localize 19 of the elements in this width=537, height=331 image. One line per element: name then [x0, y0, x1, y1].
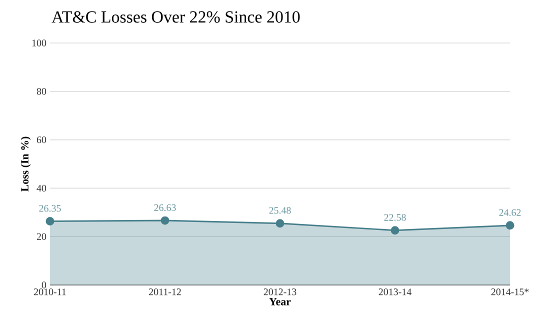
y-tick-label: 100 [32, 40, 46, 46]
data-label: 26.35 [39, 204, 61, 212]
y-tick-label: 80 [36, 88, 46, 95]
y-tick-label: 60 [36, 136, 46, 144]
data-label: 22.58 [384, 214, 406, 221]
x-tick-label: 2013-14 [378, 288, 412, 296]
x-tick-label: 2010-11 [34, 288, 66, 296]
y-tick-label: 0 [42, 282, 46, 288]
y-tick-label: 40 [36, 184, 46, 192]
x-tick-label: 2011-12 [149, 288, 181, 296]
x-axis-title: Year [269, 298, 291, 306]
data-label: 24.62 [499, 209, 521, 216]
data-label: 25.48 [269, 207, 291, 214]
y-axis-title: Loss (In %) [20, 136, 31, 192]
chart-title: AT&C Losses Over 22% Since 2010 [52, 11, 300, 23]
x-tick-label: 2014-15* [491, 288, 529, 296]
y-tick-label: 20 [36, 233, 46, 240]
data-label: 26.63 [154, 204, 176, 212]
x-tick-label: 2012-13 [264, 288, 296, 296]
